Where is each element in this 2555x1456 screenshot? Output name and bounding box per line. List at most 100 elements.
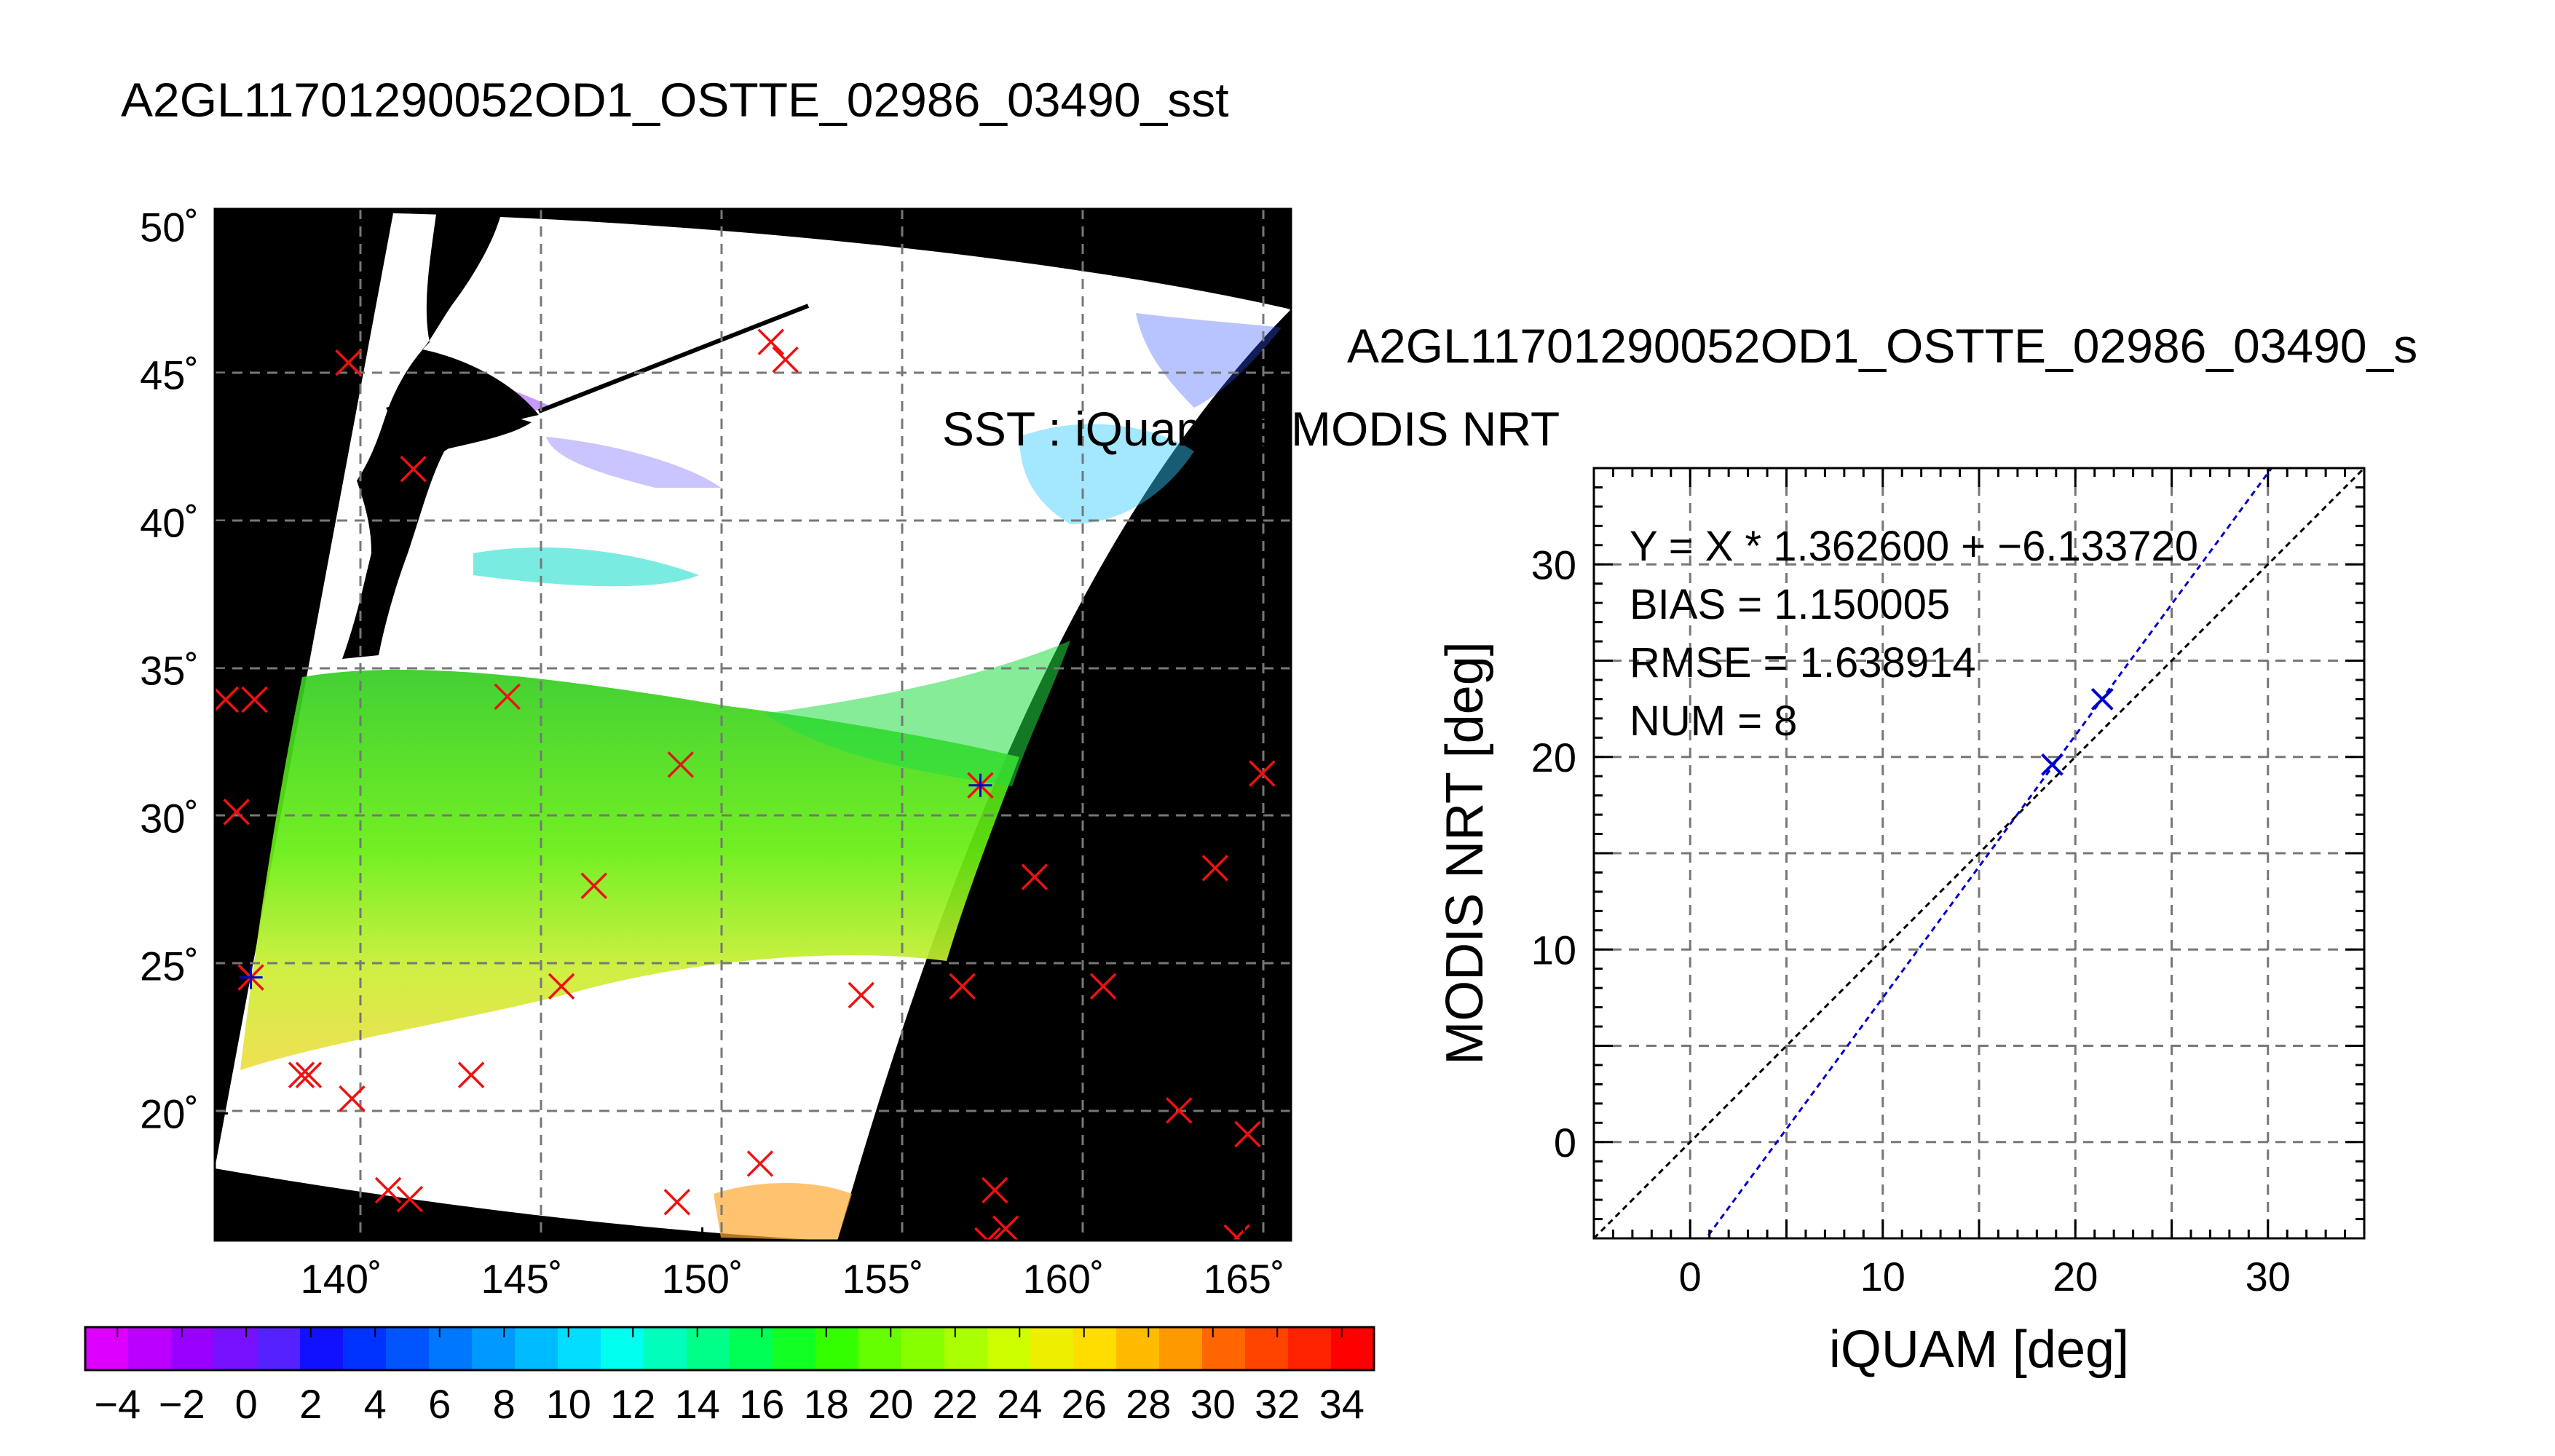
- map-x-tick-label: 155˚: [842, 1256, 924, 1302]
- iquam-marker: [667, 751, 695, 778]
- colorbar-segment: [214, 1327, 258, 1370]
- colorbar-segment: [730, 1327, 773, 1370]
- map-x-tick-label: 160˚: [1022, 1256, 1104, 1302]
- scatter-figure-title: A2GL11701290052OD1_OSTTE_02986_03490_s: [1347, 319, 2417, 373]
- colorbar-segment: [472, 1327, 516, 1370]
- scatter-xlabel: iQUAM [deg]: [1829, 1321, 2129, 1379]
- iquam-marker: [757, 328, 785, 355]
- scatter-plot: 0 10 20 30 0 10 20 30 Y = X * 1.362600 + −6.133…: [1436, 467, 2366, 1379]
- colorbar-segment: [1202, 1327, 1246, 1370]
- matched-marker: [239, 965, 263, 989]
- scatter-point: [2041, 753, 2064, 776]
- iquam-marker: [848, 981, 875, 1009]
- colorbar-label: 22: [933, 1381, 978, 1427]
- colorbar-label: −4: [94, 1381, 141, 1427]
- colorbar-label: 28: [1126, 1381, 1171, 1427]
- scatter-ticks: 0 10 20 30 0 10 20 30: [1531, 467, 2366, 1299]
- colorbar-segment: [558, 1327, 601, 1370]
- iquam-markers: [215, 328, 1276, 1241]
- colorbar-segment: [1288, 1327, 1332, 1370]
- iquam-marker: [400, 456, 427, 483]
- scatter-annotation: NUM = 8: [1630, 697, 1797, 745]
- map-y-tick-label: 45˚: [140, 352, 199, 397]
- iquam-marker: [746, 1150, 774, 1177]
- iquam-marker: [335, 349, 362, 376]
- colorbar-segment: [128, 1327, 172, 1370]
- colorbar-segment: [429, 1327, 473, 1370]
- scatter-x-tick-label: 0: [1679, 1254, 1702, 1299]
- iquam-marker: [288, 1061, 315, 1088]
- scatter-y-tick-label: 0: [1554, 1120, 1576, 1166]
- iquam-marker: [580, 872, 608, 900]
- map-x-tick-label: 140˚: [301, 1256, 382, 1302]
- colorbar-label: 20: [868, 1381, 913, 1427]
- regression-line: [1705, 468, 2273, 1238]
- scatter-points: [2041, 687, 2114, 776]
- colorbar-label: 16: [739, 1381, 784, 1427]
- colorbar-label: 12: [610, 1381, 655, 1427]
- iquam-marker: [223, 799, 250, 826]
- colorbar-segment: [85, 1327, 129, 1370]
- scatter-y-tick-label: 30: [1531, 542, 1576, 587]
- map-x-tick-label: 165˚: [1203, 1256, 1284, 1302]
- map-y-tick-label: 40˚: [140, 499, 199, 545]
- colorbar-segment: [1331, 1327, 1375, 1370]
- iquam-marker: [548, 973, 575, 1000]
- colorbar-segment: [171, 1327, 215, 1370]
- colorbar-segment: [1030, 1327, 1074, 1370]
- scatter-annotation: BIAS = 1.150005: [1630, 581, 1950, 628]
- map-y-tick-label: 25˚: [140, 943, 199, 989]
- map-title: A2GL11701290052OD1_OSTTE_02986_03490_sst: [121, 73, 1229, 127]
- colorbar-label: 18: [804, 1381, 849, 1427]
- iquam-marker: [772, 346, 799, 373]
- sst-field-violet: [546, 437, 721, 488]
- colorbar-segment: [773, 1327, 816, 1370]
- colorbar-segment: [343, 1327, 387, 1370]
- iquam-marker: [949, 973, 976, 1000]
- colorbar-labels: −4 −2 0 2 4 6 8 10 12 14 16 18 20 22 24 26 28 30 32 34: [94, 1327, 1365, 1427]
- swath-gap: [537, 304, 810, 414]
- colorbar-segment: [944, 1327, 988, 1370]
- iquam-marker: [374, 1176, 402, 1204]
- sst-field-cool: [473, 547, 699, 587]
- scatter-title: SST : iQuam vs MODIS NRT: [942, 402, 1560, 456]
- scatter-annotations: Y = X * 1.362600 + −6.133720 BIAS = 1.150…: [1630, 523, 2198, 745]
- matched-marker: [968, 773, 992, 797]
- land-hokkaido-east: [386, 401, 532, 451]
- colorbar-segment: [644, 1327, 687, 1370]
- iquam-marker: [241, 686, 268, 713]
- sst-field-green: [765, 641, 1070, 786]
- colorbar: −4 −2 0 2 4 6 8 10 12 14 16 18 20 22 24 26 28 30 32 34: [84, 1326, 1375, 1427]
- colorbar-segment: [515, 1327, 558, 1370]
- one-to-one-line: [1594, 468, 2364, 1238]
- colorbar-segment: [1245, 1327, 1289, 1370]
- scatter-annotation: Y = X * 1.362600 + −6.133720: [1630, 523, 2198, 570]
- colorbar-segment: [601, 1327, 644, 1370]
- scatter-x-tick-label: 30: [2246, 1254, 2291, 1299]
- scatter-x-tick-label: 10: [1860, 1254, 1906, 1299]
- map-plot: 140˚ 145˚ 150˚ 155˚ 160˚ 165˚ 20˚ 25˚ 30˚ 35˚ 40˚ 4…: [140, 204, 1292, 1302]
- colorbar-label: 34: [1319, 1381, 1365, 1427]
- scatter-y-tick-label: 20: [1531, 735, 1576, 780]
- iquam-marker: [457, 1061, 485, 1088]
- colorbar-segment: [687, 1327, 730, 1370]
- map-y-tick-label: 35˚: [140, 647, 199, 693]
- colorbar-label: 2: [299, 1381, 322, 1427]
- colorbar-label: 32: [1255, 1381, 1300, 1427]
- colorbar-segment: [901, 1327, 945, 1370]
- map-y-tick-label: 30˚: [140, 795, 199, 841]
- colorbar-label: 4: [364, 1381, 387, 1427]
- colorbar-segment: [1073, 1327, 1117, 1370]
- colorbar-label: −2: [159, 1381, 205, 1427]
- scatter-point: [2090, 687, 2114, 711]
- colorbar-label: 6: [428, 1381, 451, 1427]
- colorbar-segment: [858, 1327, 902, 1370]
- map-x-tick-label: 150˚: [662, 1256, 743, 1302]
- map-x-tick-label: 145˚: [481, 1256, 563, 1302]
- colorbar-frame: [84, 1326, 1375, 1372]
- iquam-marker: [1249, 760, 1276, 787]
- colorbar-segment: [257, 1327, 301, 1370]
- map-grid: [215, 209, 1291, 1241]
- colorbar-label: 14: [675, 1381, 720, 1427]
- iquam-marker: [1021, 863, 1049, 890]
